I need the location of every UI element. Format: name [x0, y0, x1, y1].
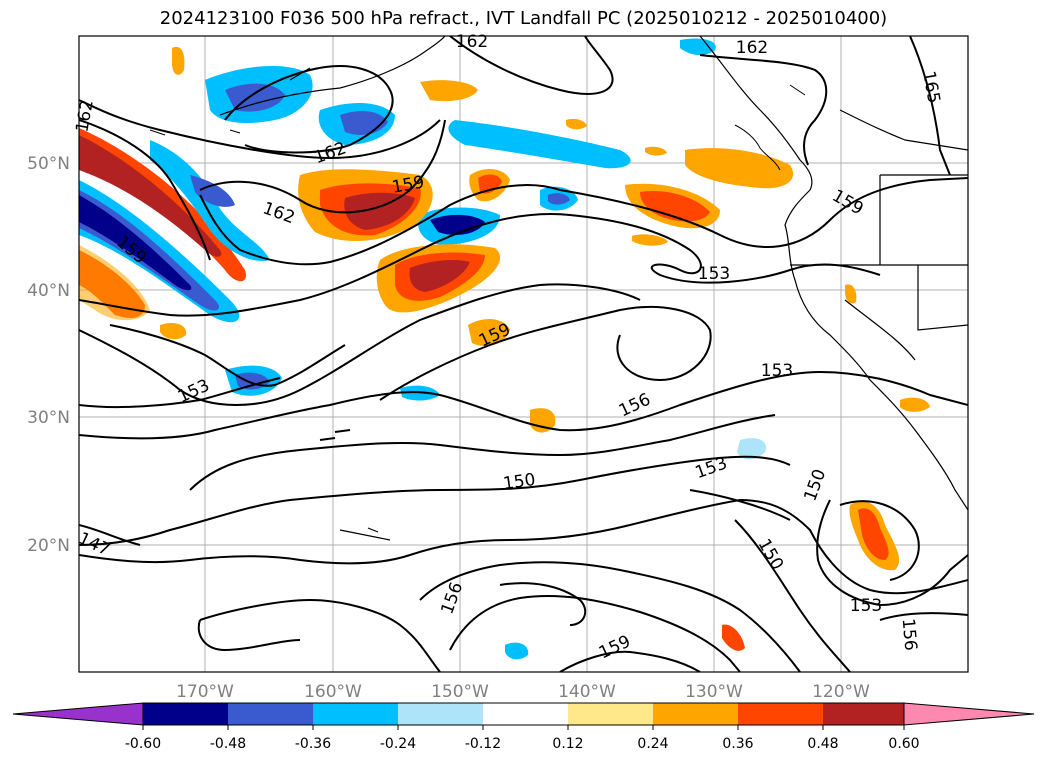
lon-label: 150°W: [431, 682, 489, 702]
colorbar-label: 0.36: [722, 736, 753, 752]
contour-label: 162: [456, 32, 488, 52]
colorbar-label: 0.48: [807, 736, 838, 752]
colorbar-segment: [823, 703, 904, 725]
colorbar-segment: [653, 703, 738, 725]
colorbar-label: -0.36: [295, 736, 331, 752]
colorbar-segment: [398, 703, 483, 725]
colorbar-label: 0.24: [637, 736, 668, 752]
longitude-labels: 170°W 160°W 150°W 140°W 130°W 120°W: [176, 682, 870, 702]
colorbar-over-arrow: [903, 702, 1035, 726]
height-contours: [79, 36, 968, 672]
plot-title: 2024123100 F036 500 hPa refract., IVT La…: [159, 8, 888, 29]
contour-label: 153: [761, 361, 793, 381]
lon-label: 160°W: [304, 682, 362, 702]
colorbar-segment: [483, 703, 568, 725]
colorbar-segment: [313, 703, 398, 725]
lon-label: 130°W: [685, 682, 743, 702]
colorbar-label: -0.24: [380, 736, 416, 752]
contour-label: 153: [698, 264, 730, 284]
latitude-labels: 50°N 40°N 30°N 20°N: [27, 154, 70, 556]
colorbar-label: -0.12: [465, 736, 501, 752]
contour-label: 153: [850, 596, 882, 616]
lat-label: 40°N: [27, 281, 70, 301]
colorbar-segment: [738, 703, 823, 725]
contour-label: 162: [736, 38, 768, 58]
lat-label: 50°N: [27, 154, 70, 174]
shaded-anomalies: [79, 38, 930, 660]
lat-label: 30°N: [27, 408, 70, 428]
colorbar: -0.60 -0.48 -0.36 -0.24 -0.12 0.12 0.24 …: [12, 702, 1035, 752]
map-frame: [78, 35, 969, 673]
contour-label: 150: [502, 470, 537, 494]
colorbar-segment: [568, 703, 653, 725]
lon-label: 170°W: [176, 682, 234, 702]
contour-label: 156: [898, 618, 921, 652]
colorbar-segment: [143, 703, 228, 725]
lon-label: 120°W: [812, 682, 870, 702]
colorbar-label: -0.60: [125, 736, 161, 752]
colorbar-label: -0.48: [210, 736, 246, 752]
lat-label: 20°N: [27, 536, 70, 556]
colorbar-label: 0.60: [888, 736, 919, 752]
lon-label: 140°W: [558, 682, 616, 702]
colorbar-label: 0.12: [552, 736, 583, 752]
coastlines: [219, 36, 968, 541]
colorbar-under-arrow: [12, 702, 144, 726]
colorbar-segment: [228, 703, 313, 725]
